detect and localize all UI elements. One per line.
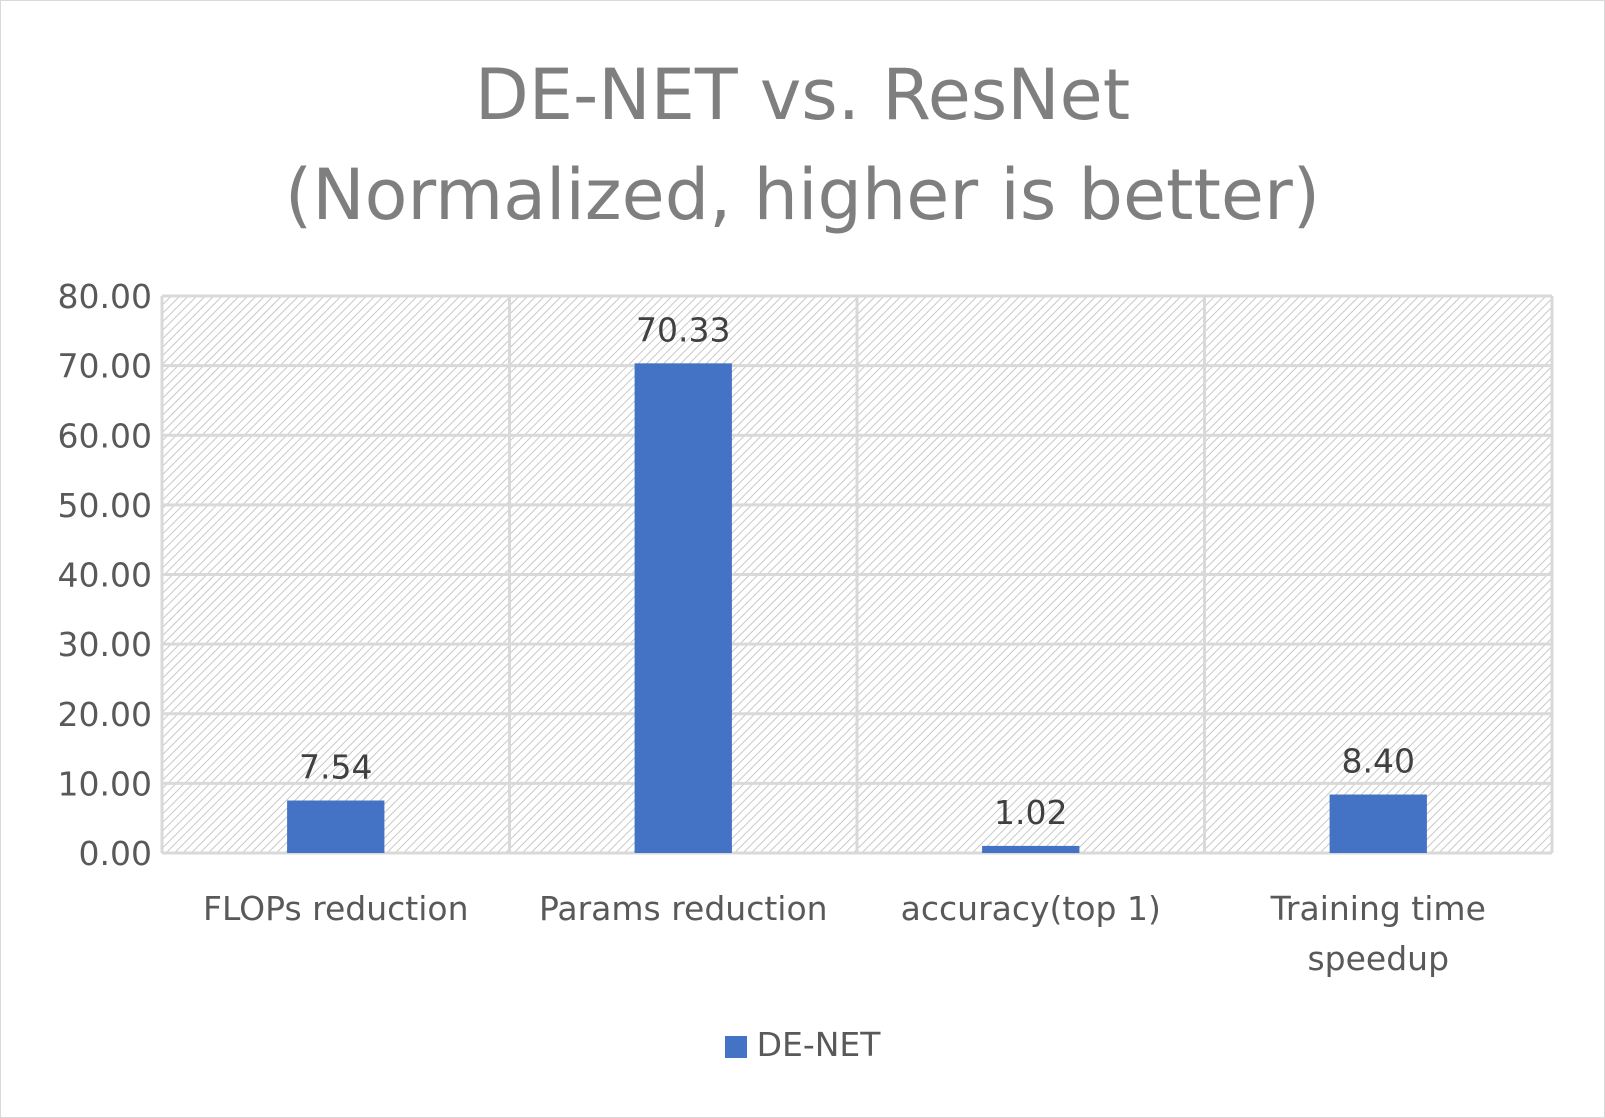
y-tick-label: 10.00 [58, 764, 152, 803]
bar [982, 845, 1080, 853]
bar [287, 800, 385, 853]
y-tick-label: 20.00 [58, 695, 152, 734]
y-tick-label: 70.00 [58, 347, 152, 386]
data-label: 7.54 [299, 748, 372, 787]
y-tick-label: 60.00 [58, 416, 152, 455]
chart-title-line-1: DE-NET vs. ResNet [474, 54, 1131, 136]
legend: DE-NET [0, 1025, 1605, 1064]
chart-title-line-2: (Normalized, higher is better) [284, 154, 1321, 236]
chart-title: DE-NET vs. ResNet (Normalized, higher is… [0, 45, 1605, 245]
x-tick-label: Training time [1270, 889, 1486, 928]
x-tick-label: Params reduction [539, 889, 828, 928]
y-tick-label: 50.00 [58, 486, 152, 525]
x-tick-label: speedup [1307, 939, 1449, 978]
data-label: 1.02 [994, 793, 1067, 832]
y-tick-label: 80.00 [58, 277, 152, 316]
bar [634, 363, 732, 853]
x-tick-label: FLOPs reduction [203, 889, 469, 928]
legend-label-de-net: DE-NET [756, 1025, 881, 1064]
bar [1329, 794, 1427, 853]
x-tick-label: accuracy(top 1) [901, 889, 1161, 928]
data-label: 70.33 [636, 310, 730, 349]
data-label: 8.40 [1342, 742, 1415, 781]
y-tick-label: 30.00 [58, 625, 152, 664]
y-tick-label: 40.00 [58, 556, 152, 595]
legend-swatch-de-net [724, 1036, 747, 1058]
y-tick-label: 0.00 [79, 834, 152, 873]
